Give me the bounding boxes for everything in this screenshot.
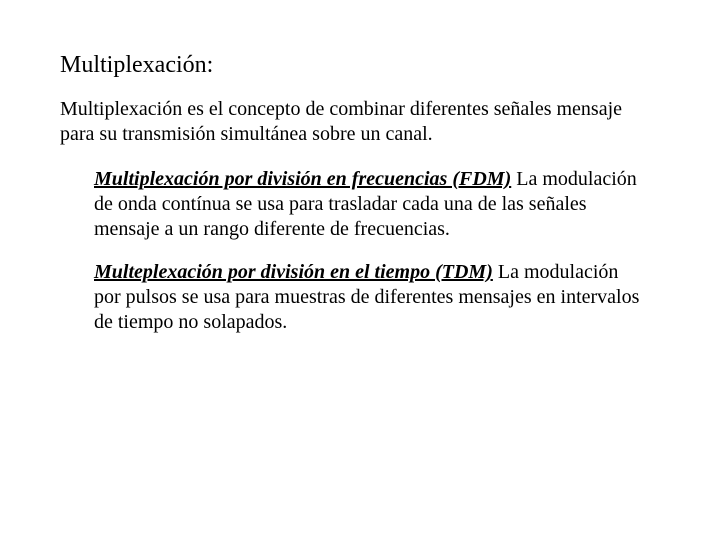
section-tdm-heading: Multeplexación por división en el tiempo… xyxy=(94,261,493,283)
document-page: Multiplexación: Multiplexación es el con… xyxy=(0,0,720,335)
section-fdm: Multiplexación por división en frecuenci… xyxy=(94,167,650,242)
page-title: Multiplexación: xyxy=(60,52,660,79)
section-fdm-heading: Multiplexación por división en frecuenci… xyxy=(94,168,511,190)
section-tdm: Multeplexación por división en el tiempo… xyxy=(94,260,650,335)
intro-paragraph: Multiplexación es el concepto de combina… xyxy=(60,97,660,147)
